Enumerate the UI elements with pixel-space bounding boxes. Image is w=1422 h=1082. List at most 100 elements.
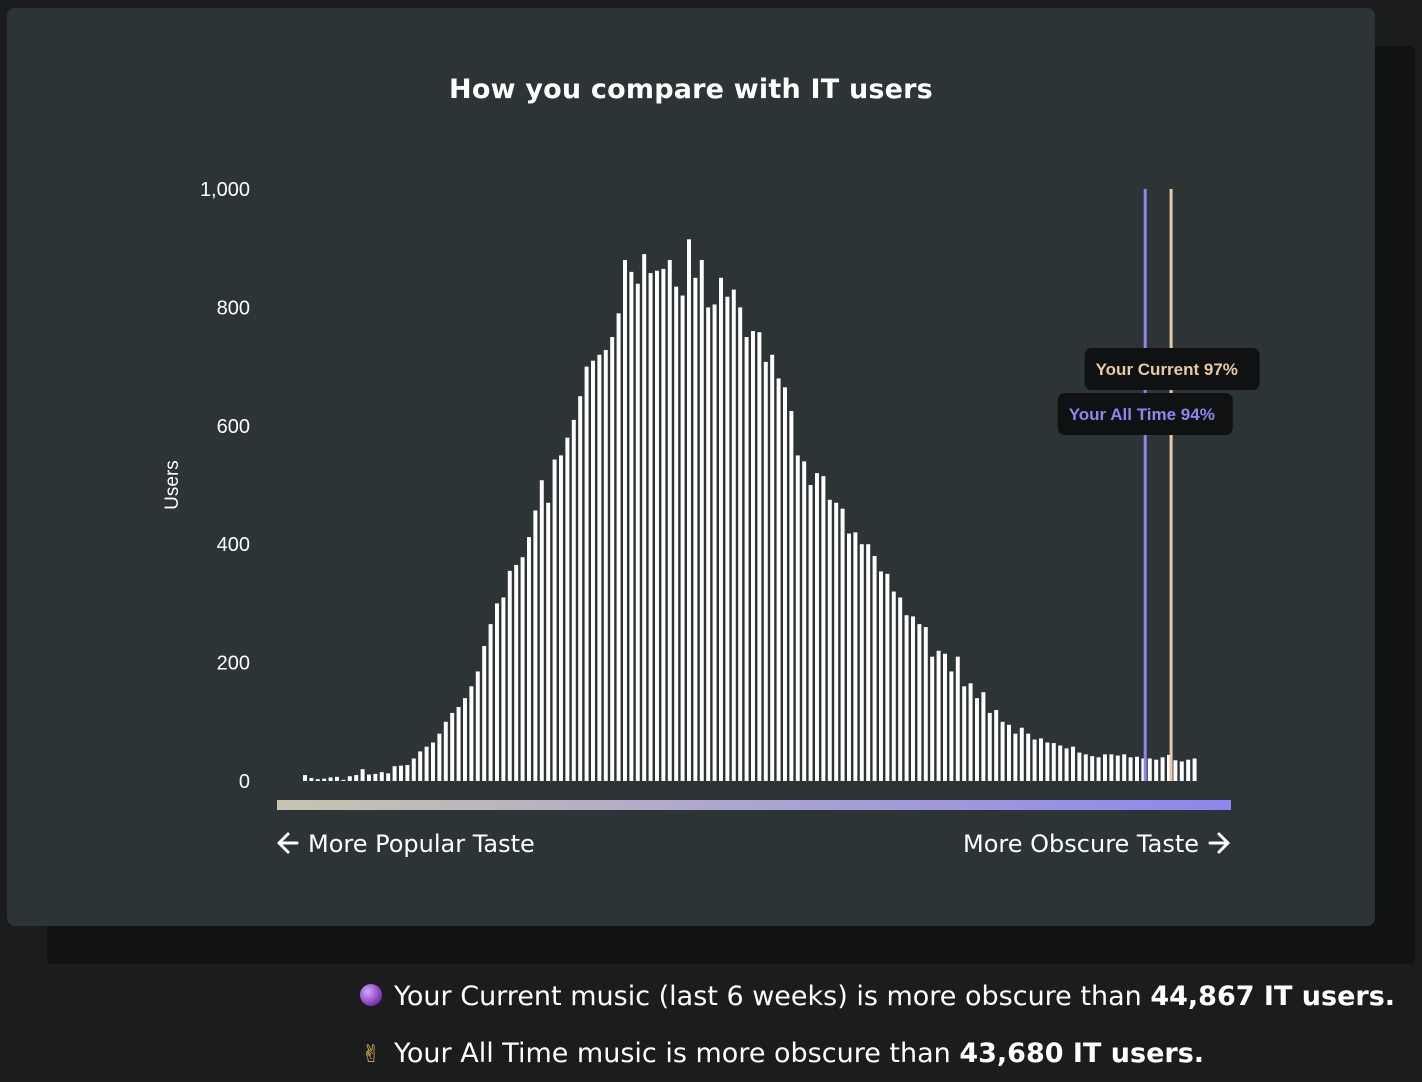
histogram-bar: [930, 656, 935, 781]
histogram-bar: [424, 746, 429, 781]
histogram-bar: [827, 499, 832, 781]
percentile-tooltip-label: Your All Time 94%: [1069, 405, 1215, 424]
histogram-bar: [373, 773, 378, 781]
histogram-bar: [520, 557, 525, 781]
histogram-bar: [1109, 754, 1114, 781]
histogram-bar: [1160, 757, 1165, 781]
histogram-bar: [962, 686, 967, 781]
histogram-bar: [335, 776, 339, 781]
histogram-bar: [1090, 756, 1095, 781]
percentile-tooltip-label: Your Current 97%: [1096, 360, 1238, 379]
alltime-summary-text: Your All Time music is more obscure than: [394, 1038, 960, 1069]
histogram-bar: [719, 277, 723, 781]
histogram-bar: [431, 742, 435, 781]
alltime-summary-count: 43,680 IT users.: [959, 1038, 1205, 1069]
histogram-bar: [1179, 761, 1184, 781]
histogram-bar: [699, 260, 704, 781]
histogram-bar: [872, 556, 877, 781]
histogram-bar: [1167, 754, 1171, 781]
histogram-bar: [1039, 738, 1043, 781]
histogram-bar: [949, 671, 954, 781]
histogram-bar: [539, 480, 544, 781]
percentile-tooltip: Your Current 97%: [1084, 348, 1260, 390]
histogram-bar: [706, 307, 711, 781]
histogram-bar: [1026, 733, 1031, 781]
y-tick-label: 800: [217, 297, 250, 319]
y-axis-label: Users: [162, 460, 183, 510]
histogram-bar: [456, 707, 461, 781]
histogram-bar: [751, 331, 755, 781]
histogram-bar: [379, 772, 384, 781]
histogram-bar: [642, 254, 647, 781]
arrow-left-icon: [277, 832, 299, 854]
histogram-bar: [527, 537, 531, 781]
histogram-bar: [917, 624, 922, 781]
histogram-bar: [347, 776, 352, 781]
y-tick-label: 600: [217, 416, 250, 438]
histogram-bar: [1071, 746, 1075, 781]
histogram-bar: [469, 686, 474, 781]
chart-card: [7, 8, 1375, 926]
histogram-bar: [1007, 724, 1011, 781]
histogram-bar: [1103, 754, 1107, 781]
histogram-bar: [546, 502, 551, 781]
histogram-bar: [616, 313, 621, 781]
histogram-bar: [411, 758, 416, 781]
histogram-bar: [495, 603, 499, 781]
histogram-bar: [994, 709, 999, 781]
histogram-bar: [635, 283, 640, 781]
histogram-bar: [667, 260, 672, 781]
histogram-bar: [738, 307, 743, 781]
current-summary-line: Your Current music (last 6 weeks) is mor…: [360, 968, 1400, 1025]
histogram-bar: [623, 260, 627, 781]
histogram-bar: [559, 455, 563, 781]
histogram-bar: [386, 773, 391, 781]
histogram-bar: [450, 712, 455, 781]
histogram-bar: [1077, 752, 1082, 781]
histogram-bar: [815, 473, 819, 781]
histogram-bar: [1058, 745, 1063, 781]
histogram-bar: [853, 532, 858, 781]
histogram-bar: [955, 656, 960, 781]
histogram-bar: [597, 354, 602, 781]
histogram-bar: [437, 733, 442, 781]
histogram-bar: [354, 775, 359, 781]
histogram-bar: [783, 387, 787, 781]
percentile-line: [1143, 189, 1147, 781]
histogram-bar: [795, 455, 800, 781]
histogram-bar: [648, 273, 653, 781]
histogram-bar: [591, 360, 595, 781]
histogram-bar: [840, 508, 845, 781]
histogram-bar: [661, 268, 666, 781]
histogram-bar: [776, 378, 781, 781]
more-obscure-label: More Obscure Taste: [963, 830, 1230, 858]
histogram-bar: [507, 570, 512, 781]
histogram-bar: [475, 671, 480, 781]
histogram-bar: [603, 350, 608, 781]
histogram-bar: [1128, 757, 1133, 781]
histogram-bar: [360, 769, 365, 781]
histogram-bar: [367, 774, 371, 781]
histogram-bar: [1135, 756, 1139, 781]
histogram-bar: [1173, 760, 1178, 781]
bar-series: [303, 239, 1197, 781]
x-label-right: More Obscure Taste: [963, 830, 1199, 858]
histogram-bar: [891, 591, 896, 781]
histogram-bar: [674, 286, 679, 781]
histogram-bar: [328, 777, 333, 781]
histogram-bar: [1186, 759, 1191, 781]
histogram-bar: [1083, 754, 1088, 781]
histogram-bar: [1154, 759, 1159, 781]
histogram-bar: [552, 459, 557, 781]
histogram-bar: [879, 571, 883, 781]
histogram-bar: [763, 361, 768, 781]
histogram-bar: [866, 544, 871, 781]
histogram-bar: [1032, 739, 1037, 781]
y-axis: 0 200 400 600 800 1,000: [200, 179, 250, 793]
percentile-line: [1169, 189, 1173, 781]
histogram-bar: [744, 337, 749, 781]
histogram-bar: [392, 766, 397, 781]
arrow-right-icon: [1208, 832, 1230, 854]
histogram-bar: [1122, 754, 1127, 781]
